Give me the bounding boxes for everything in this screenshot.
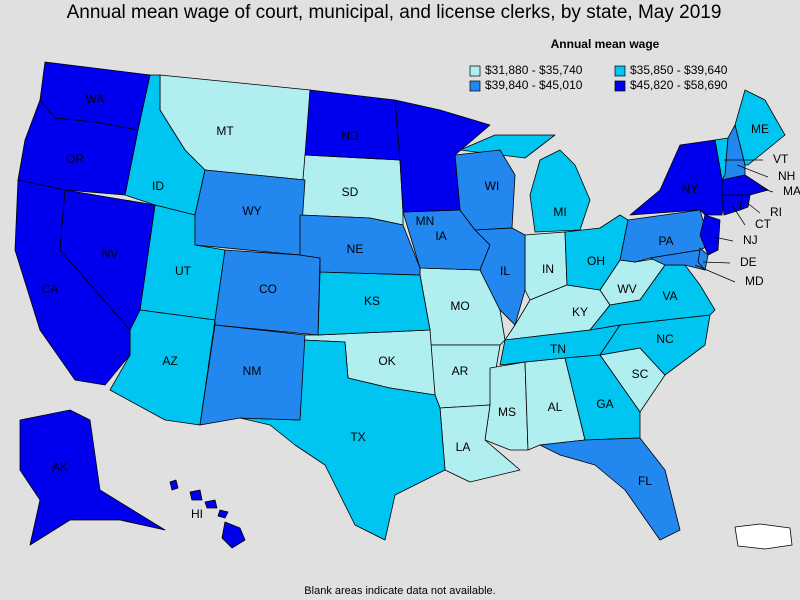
state-label: CT — [755, 217, 772, 231]
state-label: CA — [42, 282, 59, 296]
state-label: WA — [86, 92, 105, 106]
state — [169, 479, 179, 491]
legend-title: Annual mean wage — [551, 37, 660, 51]
state — [649, 249, 706, 271]
state — [199, 324, 306, 426]
legend-swatch — [469, 80, 481, 92]
state — [739, 194, 751, 211]
state — [59, 189, 156, 331]
state-label: GA — [596, 397, 613, 411]
state — [474, 227, 526, 326]
legend-label: $31,880 - $35,740 — [485, 63, 583, 77]
state-label: AL — [548, 400, 563, 414]
state-label: SD — [342, 185, 359, 199]
state-label: NH — [778, 169, 795, 183]
state-label: RI — [770, 205, 782, 219]
state-label: AZ — [162, 354, 177, 368]
state-label: NY — [682, 182, 699, 196]
state — [629, 139, 726, 216]
state-label: VA — [662, 289, 677, 303]
state-label: TN — [550, 342, 566, 356]
leader-line — [702, 261, 731, 264]
state — [239, 339, 446, 541]
state — [17, 99, 139, 196]
state-label: OR — [66, 152, 84, 166]
state-label: MS — [498, 405, 516, 419]
state — [539, 437, 681, 541]
state-label: MA — [783, 184, 800, 198]
state-label: UT — [175, 264, 192, 278]
state — [529, 149, 591, 233]
state-label: WV — [617, 282, 636, 296]
state-label: IL — [500, 264, 510, 278]
leader-line — [731, 204, 746, 226]
state-label: WY — [242, 204, 261, 218]
state-label: NJ — [743, 233, 758, 247]
state-label: CO — [259, 282, 277, 296]
state-label: IA — [435, 229, 446, 243]
state-label: MN — [416, 214, 435, 228]
state-labels: MT SD MO AR MS AL LA IN KY WV OK SC ID UT AZ KS TX MI OH TN… — [42, 92, 800, 521]
state-label: KY — [572, 305, 588, 319]
state-label: AR — [452, 364, 469, 378]
legend-swatch — [614, 80, 626, 92]
state — [394, 99, 491, 213]
legend-label: $35,850 - $39,640 — [630, 63, 728, 77]
state-label: HI — [191, 507, 203, 521]
state-label: TX — [350, 430, 365, 444]
state — [589, 264, 716, 331]
footnote: Blank areas indicate data not available. — [304, 585, 495, 597]
state-label: ID — [152, 179, 164, 193]
state — [194, 169, 306, 256]
map-title: Annual mean wage of court, municipal, an… — [67, 2, 722, 23]
state-label: OH — [587, 254, 605, 268]
legend-label: $45,820 - $58,690 — [630, 78, 728, 92]
state-label: NM — [243, 364, 262, 378]
state-label: MD — [745, 274, 764, 288]
state — [699, 214, 721, 256]
state-label: AK — [52, 460, 68, 474]
state-label: OK — [378, 354, 395, 368]
state-label: KS — [364, 294, 380, 308]
leader-line — [694, 264, 736, 283]
legend-swatch — [469, 65, 481, 77]
leader-line — [745, 201, 761, 214]
state-label: MI — [553, 205, 566, 219]
state-label: MO — [450, 299, 469, 313]
state-label: IN — [542, 262, 554, 276]
leader-line — [713, 236, 734, 242]
state-label: PA — [658, 234, 673, 248]
state-label: ND — [341, 129, 359, 143]
state — [221, 521, 246, 549]
state-label: FL — [638, 474, 652, 488]
state-label: NC — [656, 332, 674, 346]
state-label: MT — [216, 124, 234, 138]
state-label: DE — [740, 255, 757, 269]
states — [14, 61, 786, 549]
state-label: NE — [347, 242, 364, 256]
state — [564, 354, 641, 441]
state-label: NV — [102, 247, 119, 261]
legend-label: $39,840 - $45,010 — [485, 78, 583, 92]
legend-swatch — [614, 65, 626, 77]
state — [204, 499, 218, 509]
state-label: ME — [751, 122, 769, 136]
state-label: WI — [485, 179, 500, 193]
state — [217, 509, 229, 519]
state-label: SC — [632, 367, 649, 381]
leader-line — [759, 187, 774, 193]
state — [19, 409, 166, 546]
puerto-rico — [734, 523, 793, 550]
state-label: VT — [773, 152, 789, 166]
state-label: LA — [456, 440, 471, 454]
state — [189, 489, 203, 501]
leader-line — [736, 164, 769, 178]
state — [299, 214, 421, 276]
state — [304, 89, 401, 161]
